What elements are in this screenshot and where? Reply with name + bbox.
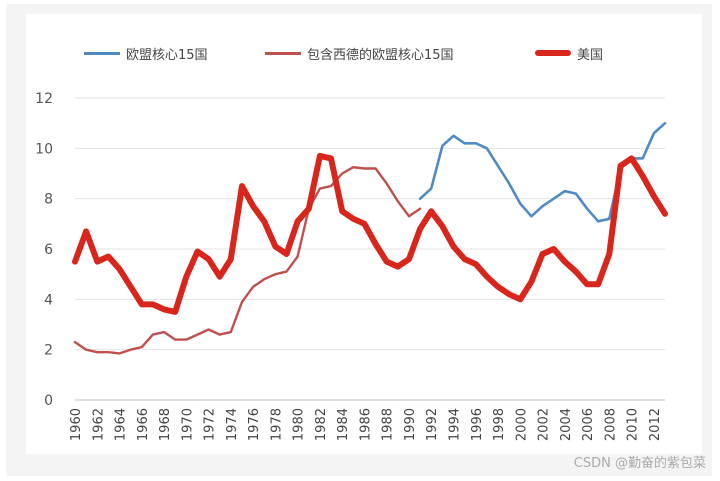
- x-tick-label-1990: 1990: [403, 408, 418, 441]
- legend-item-eu15: 欧盟核心15国: [84, 44, 208, 63]
- x-tick-label-1984: 1984: [336, 408, 351, 441]
- y-tick-label-2: 2: [44, 343, 53, 359]
- series-line-2: [72, 152, 668, 315]
- x-tick-label-1962: 1962: [91, 408, 106, 441]
- x-tick-label-1964: 1964: [114, 408, 129, 441]
- x-tick-label-1994: 1994: [447, 408, 462, 441]
- legend-item-eu15-west-germany: 包含西德的欧盟核心15国: [265, 44, 454, 63]
- legend-swatch-eu15-west-germany: [265, 51, 301, 55]
- x-tick-label-2002: 2002: [537, 408, 552, 441]
- y-tick-label-10: 10: [35, 141, 53, 157]
- legend-label-eu15-west-germany: 包含西德的欧盟核心15国: [307, 47, 454, 63]
- x-tick-label-2008: 2008: [603, 408, 618, 441]
- y-tick-label-0: 0: [44, 393, 53, 409]
- x-tick-label-2010: 2010: [626, 408, 641, 441]
- y-tick-label-4: 4: [44, 292, 53, 308]
- x-tick-label-2012: 2012: [648, 408, 663, 441]
- x-tick-label-1970: 1970: [180, 408, 195, 441]
- x-tick-label-1982: 1982: [314, 408, 329, 441]
- x-tick-label-1976: 1976: [247, 408, 262, 441]
- legend-item-usa: 美国: [535, 44, 604, 63]
- legend-label-usa: 美国: [577, 47, 604, 63]
- legend-label-eu15: 欧盟核心15国: [126, 47, 208, 63]
- legend-swatch-eu15: [84, 51, 120, 55]
- series-line-1: [73, 165, 422, 355]
- x-tick-label-1978: 1978: [269, 408, 284, 441]
- x-tick-label-1988: 1988: [381, 408, 396, 441]
- y-tick-label-8: 8: [44, 192, 53, 208]
- y-tick-label-6: 6: [44, 242, 53, 258]
- x-tick-label-1980: 1980: [292, 408, 307, 441]
- legend: 欧盟核心15国 包含西德的欧盟核心15国 美国: [0, 44, 720, 63]
- x-tick-label-1972: 1972: [203, 408, 218, 441]
- x-tick-label-2006: 2006: [581, 408, 596, 441]
- x-tick-label-1992: 1992: [425, 408, 440, 441]
- x-tick-label-1968: 1968: [158, 408, 173, 441]
- watermark: CSDN @勤奋的紫包菜: [573, 456, 706, 471]
- x-tick-label-1998: 1998: [492, 408, 507, 441]
- x-tick-label-2004: 2004: [559, 408, 574, 441]
- x-tick-label-2000: 2000: [514, 408, 529, 441]
- chart-frame: [6, 4, 712, 476]
- chart-plot-background: [26, 14, 702, 454]
- x-tick-label-1960: 1960: [69, 408, 84, 441]
- x-tick-label-1986: 1986: [358, 408, 373, 441]
- series-line-0: [418, 121, 667, 223]
- x-tick-label-1974: 1974: [225, 408, 240, 441]
- x-tick-label-1966: 1966: [136, 408, 151, 441]
- x-tick-label-1996: 1996: [470, 408, 485, 441]
- legend-swatch-usa: [535, 50, 571, 56]
- y-tick-label-12: 12: [35, 91, 53, 107]
